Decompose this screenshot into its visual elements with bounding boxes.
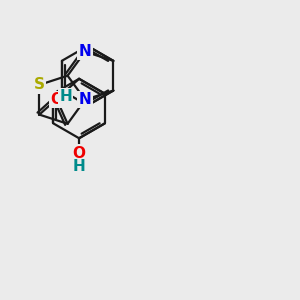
- Text: N: N: [79, 44, 92, 59]
- Text: H: H: [73, 159, 85, 174]
- Text: S: S: [34, 77, 45, 92]
- Text: O: O: [50, 92, 63, 107]
- Text: H: H: [59, 89, 72, 104]
- Text: N: N: [79, 92, 92, 107]
- Text: O: O: [73, 146, 85, 160]
